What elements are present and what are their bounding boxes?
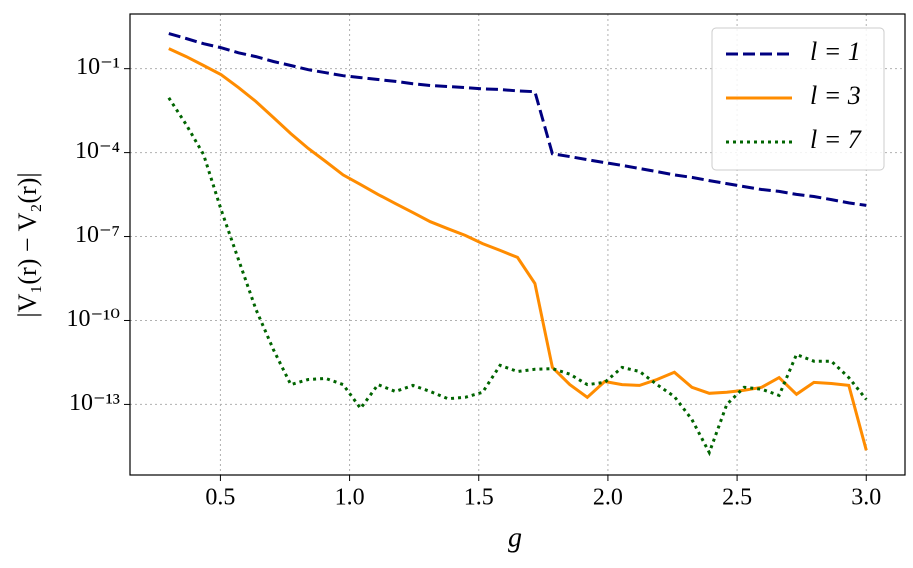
x-tick-label: 1.5 <box>464 485 494 511</box>
data-line <box>168 32 867 207</box>
x-tick-label: 2.5 <box>722 485 752 511</box>
x-tick-label: 3.0 <box>851 485 881 511</box>
x-axis-label: g <box>508 522 522 553</box>
plot-frame <box>129 13 906 476</box>
legend-label: l = 7 <box>810 125 862 154</box>
x-tick-label: 2.0 <box>593 485 623 511</box>
y-tick-label: 10⁻⁷ <box>75 222 120 248</box>
legend-box <box>711 27 885 171</box>
y-tick-label: 10⁻⁴ <box>75 138 120 164</box>
data-line <box>168 47 868 451</box>
y-tick-label: 10⁻¹³ <box>69 390 120 416</box>
legend-label: l = 1 <box>810 37 861 66</box>
y-tick-label: 10⁻¹ <box>76 54 120 80</box>
y-axis-label: |V₁(r) − V₂(r)| <box>13 172 42 317</box>
y-tick-label: 10⁻¹⁰ <box>67 306 120 332</box>
legend-label: l = 3 <box>810 81 861 110</box>
x-tick-label: 0.5 <box>205 485 235 511</box>
x-tick-label: 1.0 <box>335 485 365 511</box>
